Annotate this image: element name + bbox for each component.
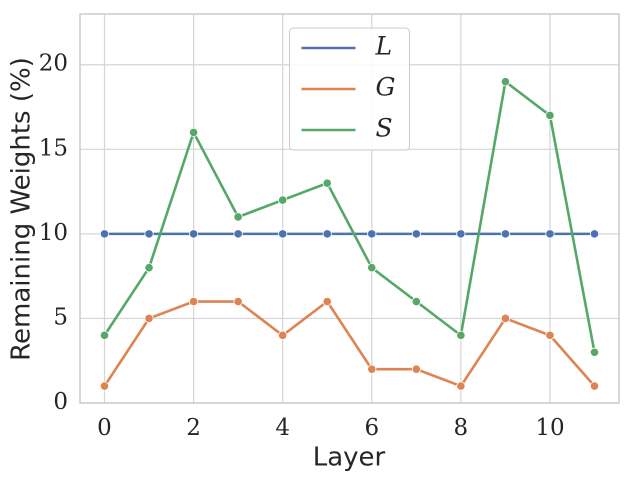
x-axis-label: Layer [313, 443, 386, 473]
point [456, 330, 466, 340]
point [589, 347, 600, 357]
point [144, 313, 154, 324]
point [278, 330, 288, 340]
point [411, 229, 421, 239]
point [99, 381, 110, 391]
point [545, 110, 555, 121]
point [500, 77, 511, 87]
point [322, 296, 332, 307]
point [367, 229, 377, 239]
point [233, 229, 243, 239]
point [411, 296, 421, 307]
y-tick-label: 0 [53, 389, 68, 415]
x-tick-label: 8 [454, 415, 469, 441]
point [500, 229, 511, 239]
legend-label: L [375, 32, 393, 61]
point [589, 229, 600, 239]
y-tick-label: 5 [53, 304, 68, 330]
y-tick-label: 15 [39, 135, 68, 161]
point [411, 364, 421, 374]
point [322, 229, 332, 239]
point [233, 212, 243, 222]
point [322, 178, 332, 188]
y-tick-label: 10 [39, 220, 68, 246]
point [144, 263, 154, 273]
point [589, 381, 600, 391]
y-tick-label: 20 [39, 51, 68, 77]
point [188, 296, 199, 307]
point [456, 381, 466, 391]
point [500, 313, 511, 324]
x-tick-label: 10 [535, 415, 564, 441]
x-tick-label: 4 [275, 415, 290, 441]
point [99, 330, 110, 340]
x-tick-label: 6 [364, 415, 379, 441]
legend-label: S [376, 114, 393, 143]
point [545, 229, 555, 239]
point [278, 229, 288, 239]
point [188, 127, 199, 137]
point [456, 229, 466, 239]
point [278, 195, 288, 205]
point [545, 330, 555, 340]
point [367, 364, 377, 374]
y-axis-label: Remaining Weights (%) [7, 57, 37, 361]
legend-label: G [376, 73, 396, 102]
series-line [103, 79, 596, 353]
point [233, 296, 243, 307]
series-line [103, 299, 596, 388]
point [188, 229, 199, 239]
x-tick-label: 2 [186, 415, 201, 441]
point [99, 229, 110, 239]
point [144, 229, 154, 239]
plot-frame [79, 13, 620, 404]
point [367, 263, 377, 273]
x-tick-label: 0 [97, 415, 112, 441]
